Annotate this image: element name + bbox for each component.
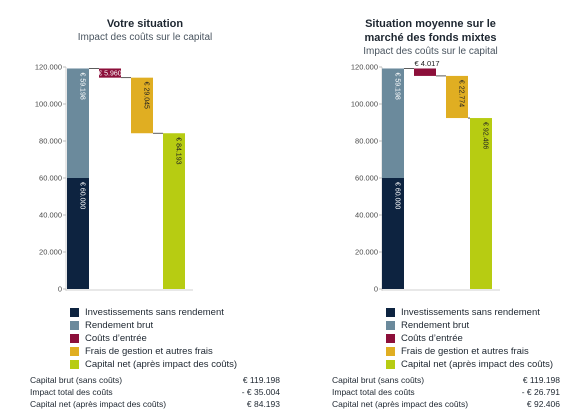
legend-label: Coûts d’entrée [85,333,147,344]
chart-subtitle: Impact des coûts sur le capital [77,32,213,43]
summary-value: € 119.198 [522,375,560,385]
y-tick-label: 20.000 [39,248,62,257]
bar-segment [67,178,89,289]
bar-segment [67,68,89,178]
data-label: € 29.045 [143,82,150,109]
y-tick-label: 80.000 [355,137,378,146]
legend-swatch [386,347,395,356]
data-label: € 84.193 [175,137,182,164]
y-tick-label: 60.000 [39,174,62,183]
legend-label: Investissements sans rendement [85,307,224,318]
legend-item: Rendement brut [386,319,553,332]
legend-item: Coûts d’entrée [70,332,237,345]
summary-row: Capital brut (sans coûts) € 119.198 [332,374,560,386]
legend-label: Capital net (après impact des coûts) [401,359,554,370]
data-label: € 59.198 [79,72,86,99]
legend-label: Capital net (après impact des coûts) [85,359,238,370]
y-tick-label: 100.000 [351,100,378,109]
legend-swatch [386,360,395,369]
legend-swatch [70,334,79,343]
summary-value: € 84.193 [246,399,280,409]
legend-item: Capital net (après impact des coûts) [70,358,237,371]
bar-segment [446,75,468,119]
legend-item: Frais de gestion et autres frais [386,345,553,358]
bar-segment [470,118,492,290]
legend-item: Investissements sans rendement [386,306,553,319]
bar-segment [382,178,404,289]
legend-label: Rendement brut [85,320,154,331]
chart-legend: Investissements sans rendement Rendement … [70,306,237,371]
bar-segment [414,68,436,76]
summary-value: - € 35.004 [241,387,280,397]
summary-row: Impact total des coûts - € 35.004 [30,386,280,398]
legend-label: Investissements sans rendement [401,307,540,318]
chart-legend: Investissements sans rendement Rendement … [386,306,553,371]
y-tick-label: 40.000 [355,211,378,220]
legend-swatch [386,334,395,343]
summary-label: Capital brut (sans coûts) [30,375,123,385]
legend-swatch [386,321,395,330]
summary-label: Capital brut (sans coûts) [332,375,425,385]
summary-row: Impact total des coûts - € 26.791 [332,386,560,398]
chart-panel-marche-fonds-mixtes: Situation moyenne sur le marché des fond… [290,0,571,417]
summary-row: Capital net (après impact des coûts) € 84… [30,398,280,410]
data-label: € 92.406 [482,122,489,149]
data-label: € 4.017 [414,59,439,68]
legend-item: Coûts d’entrée [386,332,553,345]
waterfall-chart: 0 20.000 40.000 60.000 80.000 100.000 120.000 €… [35,63,193,294]
legend-swatch [70,321,79,330]
y-tick-label: 0 [374,285,378,294]
y-tick-label: 80.000 [39,137,62,146]
legend-item: Capital net (après impact des coûts) [386,358,553,371]
bar-segment [99,68,121,78]
summary-value: - € 26.791 [521,387,560,397]
legend-label: Rendement brut [401,320,470,331]
y-tick-label: 120.000 [35,63,62,72]
data-label: € 22.774 [458,80,465,107]
legend-swatch [70,308,79,317]
chart-title-text: Situation moyenne sur le marché des fond… [364,18,497,44]
chart-subtitle: Impact des coûts sur le capital [363,46,498,57]
data-label: € 60.000 [394,182,401,209]
data-label: € 60.000 [79,182,86,209]
summary-label: Impact total des coûts [332,387,415,397]
legend-item: Investissements sans rendement [70,306,237,319]
chart-panel-votre-situation: Votre situation Impact des coûts sur le … [30,18,280,410]
summary-label: Capital net (après impact des coûts) [30,399,167,409]
summary-row: Capital net (après impact des coûts) € 92… [332,398,560,410]
cost-summary: Capital brut (sans coûts) € 119.198 Impact… [30,374,280,410]
cost-summary: Capital brut (sans coûts) € 119.198 Impact… [332,374,560,410]
y-tick-label: 100.000 [35,100,62,109]
summary-value: € 119.198 [242,375,280,385]
bar-segment [382,68,404,178]
legend-swatch [70,347,79,356]
y-tick-label: 120.000 [351,63,378,72]
legend-label: Frais de gestion et autres frais [401,346,529,357]
legend-label: Frais de gestion et autres frais [85,346,213,357]
legend-swatch [70,360,79,369]
waterfall-chart: 0 20.000 40.000 60.000 80.000 100.000 120.000 €… [351,59,500,294]
chart-title: Votre situation [106,18,184,30]
summary-row: Capital brut (sans coûts) € 119.198 [30,374,280,386]
summary-label: Impact total des coûts [30,387,113,397]
legend-item: Rendement brut [70,319,237,332]
y-tick-label: 40.000 [39,211,62,220]
summary-value: € 92.406 [526,399,560,409]
data-label: € 59.198 [394,72,401,99]
legend-label: Coûts d’entrée [401,333,463,344]
y-tick-label: 0 [58,285,62,294]
chart-title: Situation moyenne sur le marché des fond… [290,17,571,45]
summary-label: Capital net (après impact des coûts) [332,399,469,409]
y-tick-label: 60.000 [355,174,378,183]
y-tick-label: 20.000 [355,248,378,257]
data-label: € 5.960 [98,71,121,78]
bar-segment [131,77,153,134]
bar-segment [163,133,185,289]
legend-item: Frais de gestion et autres frais [70,345,237,358]
legend-swatch [386,308,395,317]
